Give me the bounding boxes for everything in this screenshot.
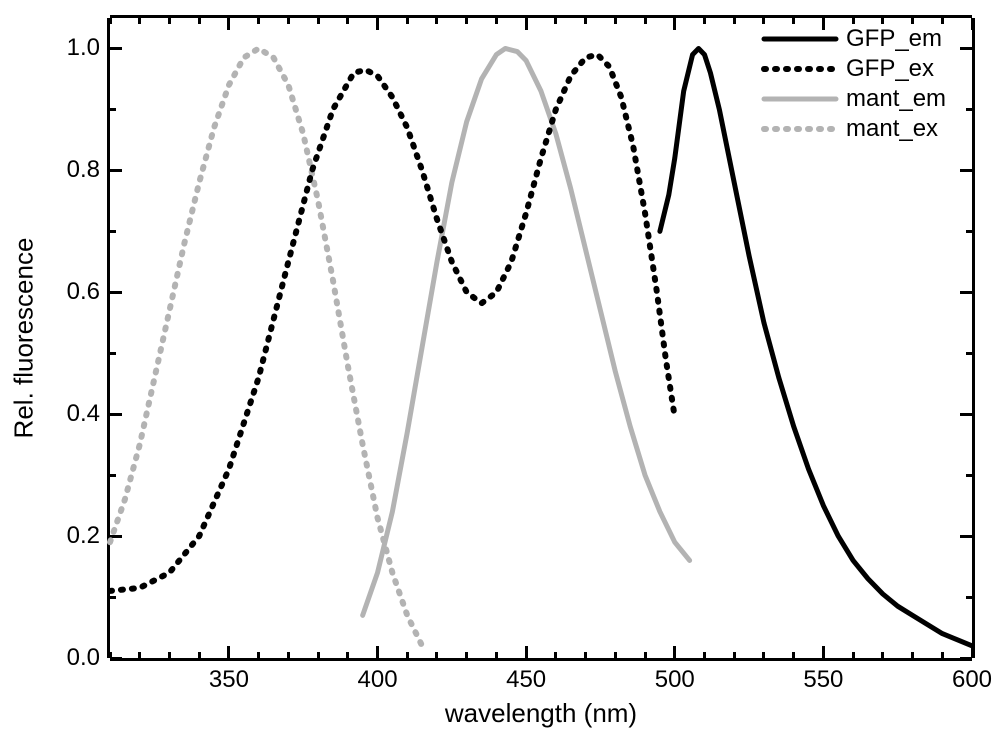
legend-label: GFP_em — [840, 25, 942, 53]
x-axis-line — [110, 658, 972, 661]
legend-label: mant_ex — [840, 115, 938, 143]
y-tick-label: 0.4 — [40, 400, 100, 428]
legend-item-gfp_em: GFP_em — [760, 24, 946, 54]
y-tick-label: 0.2 — [40, 522, 100, 550]
x-axis-title: wavelength (nm) — [445, 698, 637, 729]
legend-swatch — [760, 54, 840, 84]
plot-area: 350400450500550600wavelength (nm)0.00.20… — [110, 18, 972, 658]
x-tick-label: 450 — [506, 666, 546, 694]
legend-item-mant_ex: mant_ex — [760, 114, 946, 144]
legend-swatch — [760, 84, 840, 114]
x-tick-label: 400 — [357, 666, 397, 694]
legend-item-mant_em: mant_em — [760, 84, 946, 114]
figure: 350 400 450 500 550 600 wavelength (nm) 0.0 0.2 0… — [0, 0, 1000, 739]
x-tick-label: 550 — [803, 666, 843, 694]
legend-label: mant_em — [840, 85, 946, 113]
x-tick-label: 600 — [952, 666, 992, 694]
y-tick-label: 1.0 — [40, 34, 100, 62]
y-tick-label: 0.8 — [40, 156, 100, 184]
legend-swatch — [760, 114, 840, 144]
x-tick-label: 500 — [655, 666, 695, 694]
y-tick-label: 0.0 — [40, 644, 100, 672]
y-axis-line — [972, 18, 975, 658]
x-tick-label: 350 — [209, 666, 249, 694]
y-axis-title: Rel. fluorescence — [9, 238, 40, 439]
legend-label: GFP_ex — [840, 55, 934, 83]
legend-swatch — [760, 24, 840, 54]
legend-item-gfp_ex: GFP_ex — [760, 54, 946, 84]
legend: GFP_emGFP_exmant_emmant_ex — [760, 24, 946, 144]
y-tick-label: 0.6 — [40, 278, 100, 306]
